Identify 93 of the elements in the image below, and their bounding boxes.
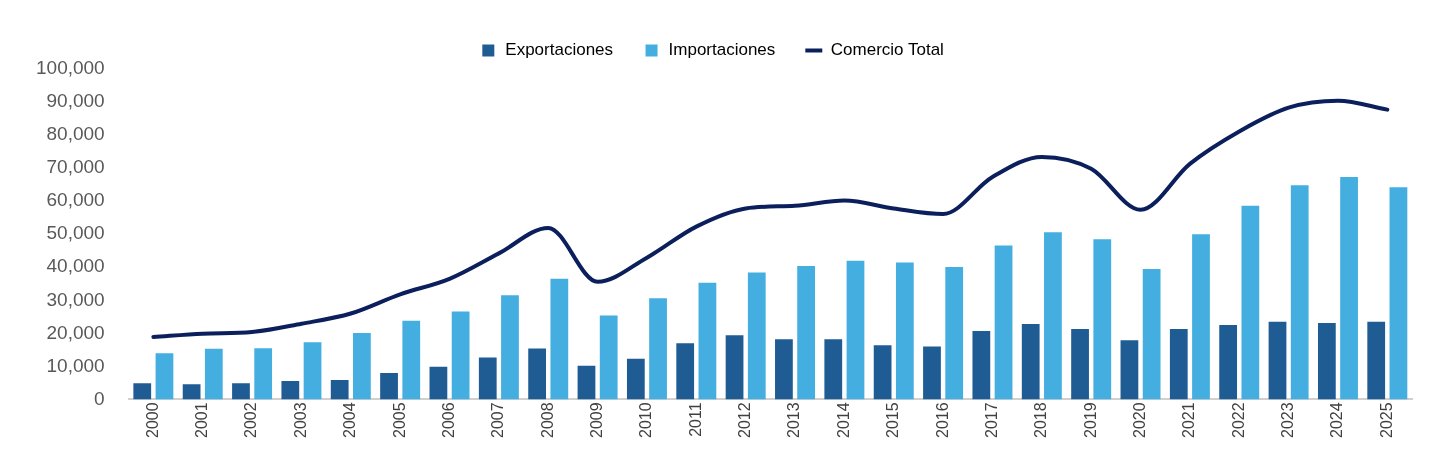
x-tick-label: 2016 (933, 402, 951, 438)
bar (155, 353, 174, 400)
bar (895, 262, 914, 400)
y-tick-label: 60,000 (46, 189, 105, 211)
bar (1093, 239, 1112, 400)
x-tick-label: 2007 (489, 402, 507, 438)
legend-label: Comercio Total (830, 40, 944, 60)
bar (824, 339, 843, 400)
bar (1340, 177, 1358, 400)
bar (1169, 329, 1188, 400)
bar (402, 320, 421, 400)
bar (303, 342, 322, 400)
x-tick-label: 2025 (1377, 402, 1395, 438)
bar (501, 295, 519, 400)
x-tick-label: 2000 (143, 402, 161, 438)
x-tick-label: 2014 (834, 402, 852, 438)
bar (923, 346, 941, 400)
x-tick-label: 2005 (390, 402, 408, 438)
x-tick-label: 2018 (1032, 402, 1050, 438)
x-tick-label: 2015 (884, 402, 902, 438)
x-tick-label: 2017 (982, 402, 1000, 438)
x-tick-label: 2021 (1180, 402, 1198, 438)
bar (1290, 185, 1309, 400)
bar (380, 372, 398, 400)
y-tick-label: 70,000 (46, 156, 105, 178)
bar (133, 383, 152, 400)
x-tick-label: 2008 (538, 402, 556, 438)
x-tick-label: 2011 (686, 402, 704, 437)
bar (846, 260, 865, 400)
y-tick-label: 10,000 (46, 354, 105, 376)
bar (232, 383, 250, 400)
bar (626, 358, 645, 400)
bar (451, 311, 470, 400)
x-tick-label: 2019 (1081, 402, 1099, 438)
bar (1367, 321, 1386, 400)
bar (994, 245, 1013, 400)
bar (775, 339, 793, 400)
bar (254, 348, 273, 400)
x-tick-label: 2020 (1130, 402, 1148, 438)
y-tick-label: 20,000 (46, 321, 105, 343)
bar (353, 333, 371, 400)
x-tick-label: 2022 (1229, 402, 1247, 438)
bar (945, 266, 964, 400)
bar (599, 315, 618, 400)
line-series (151, 98, 1390, 339)
y-tick-label: 40,000 (46, 255, 105, 277)
x-tick-label: 2010 (637, 402, 655, 438)
x-tick-label: 2012 (736, 402, 754, 438)
legend-label: Exportaciones (505, 40, 614, 60)
bar (1219, 325, 1238, 400)
bar (1192, 234, 1210, 400)
bar (330, 379, 349, 400)
bar (1317, 323, 1336, 400)
x-tick-label: 2013 (785, 402, 803, 438)
bar (698, 282, 717, 400)
bar (528, 348, 547, 400)
bar (1241, 205, 1260, 400)
x-tick-label: 2023 (1279, 402, 1297, 438)
x-tick-label: 2006 (439, 402, 457, 438)
bar (577, 365, 596, 400)
bar (873, 345, 892, 400)
x-tick-label: 2024 (1328, 402, 1346, 438)
x-tick-label: 2009 (587, 402, 605, 438)
bar (478, 357, 497, 400)
bar (649, 298, 667, 400)
bar (1120, 340, 1139, 400)
y-tick-label: 80,000 (46, 123, 105, 145)
bar (1071, 329, 1089, 400)
bar (429, 366, 448, 400)
bar (725, 335, 744, 400)
bar (747, 272, 766, 400)
legend-label: Importaciones (668, 40, 776, 60)
bar (972, 331, 991, 400)
y-tick-label: 30,000 (46, 288, 105, 310)
y-tick-label: 50,000 (46, 222, 105, 244)
x-tick-label: 2003 (291, 402, 309, 438)
bar (1268, 321, 1287, 400)
bar (182, 384, 201, 400)
x-tick-label: 2001 (193, 402, 211, 438)
bar (1389, 187, 1408, 400)
bar (676, 343, 695, 400)
bar (550, 278, 569, 400)
bar (797, 265, 816, 400)
x-tick-label: 2002 (242, 402, 260, 438)
x-tick-label: 2004 (341, 402, 359, 438)
y-tick-label: 100,000 (35, 57, 105, 79)
y-tick-label: 0 (94, 387, 105, 409)
bar (204, 348, 223, 400)
bar (1021, 324, 1040, 400)
bar (1142, 268, 1161, 400)
bar (281, 380, 300, 400)
bar (1044, 232, 1062, 400)
y-tick-label: 90,000 (46, 90, 105, 112)
